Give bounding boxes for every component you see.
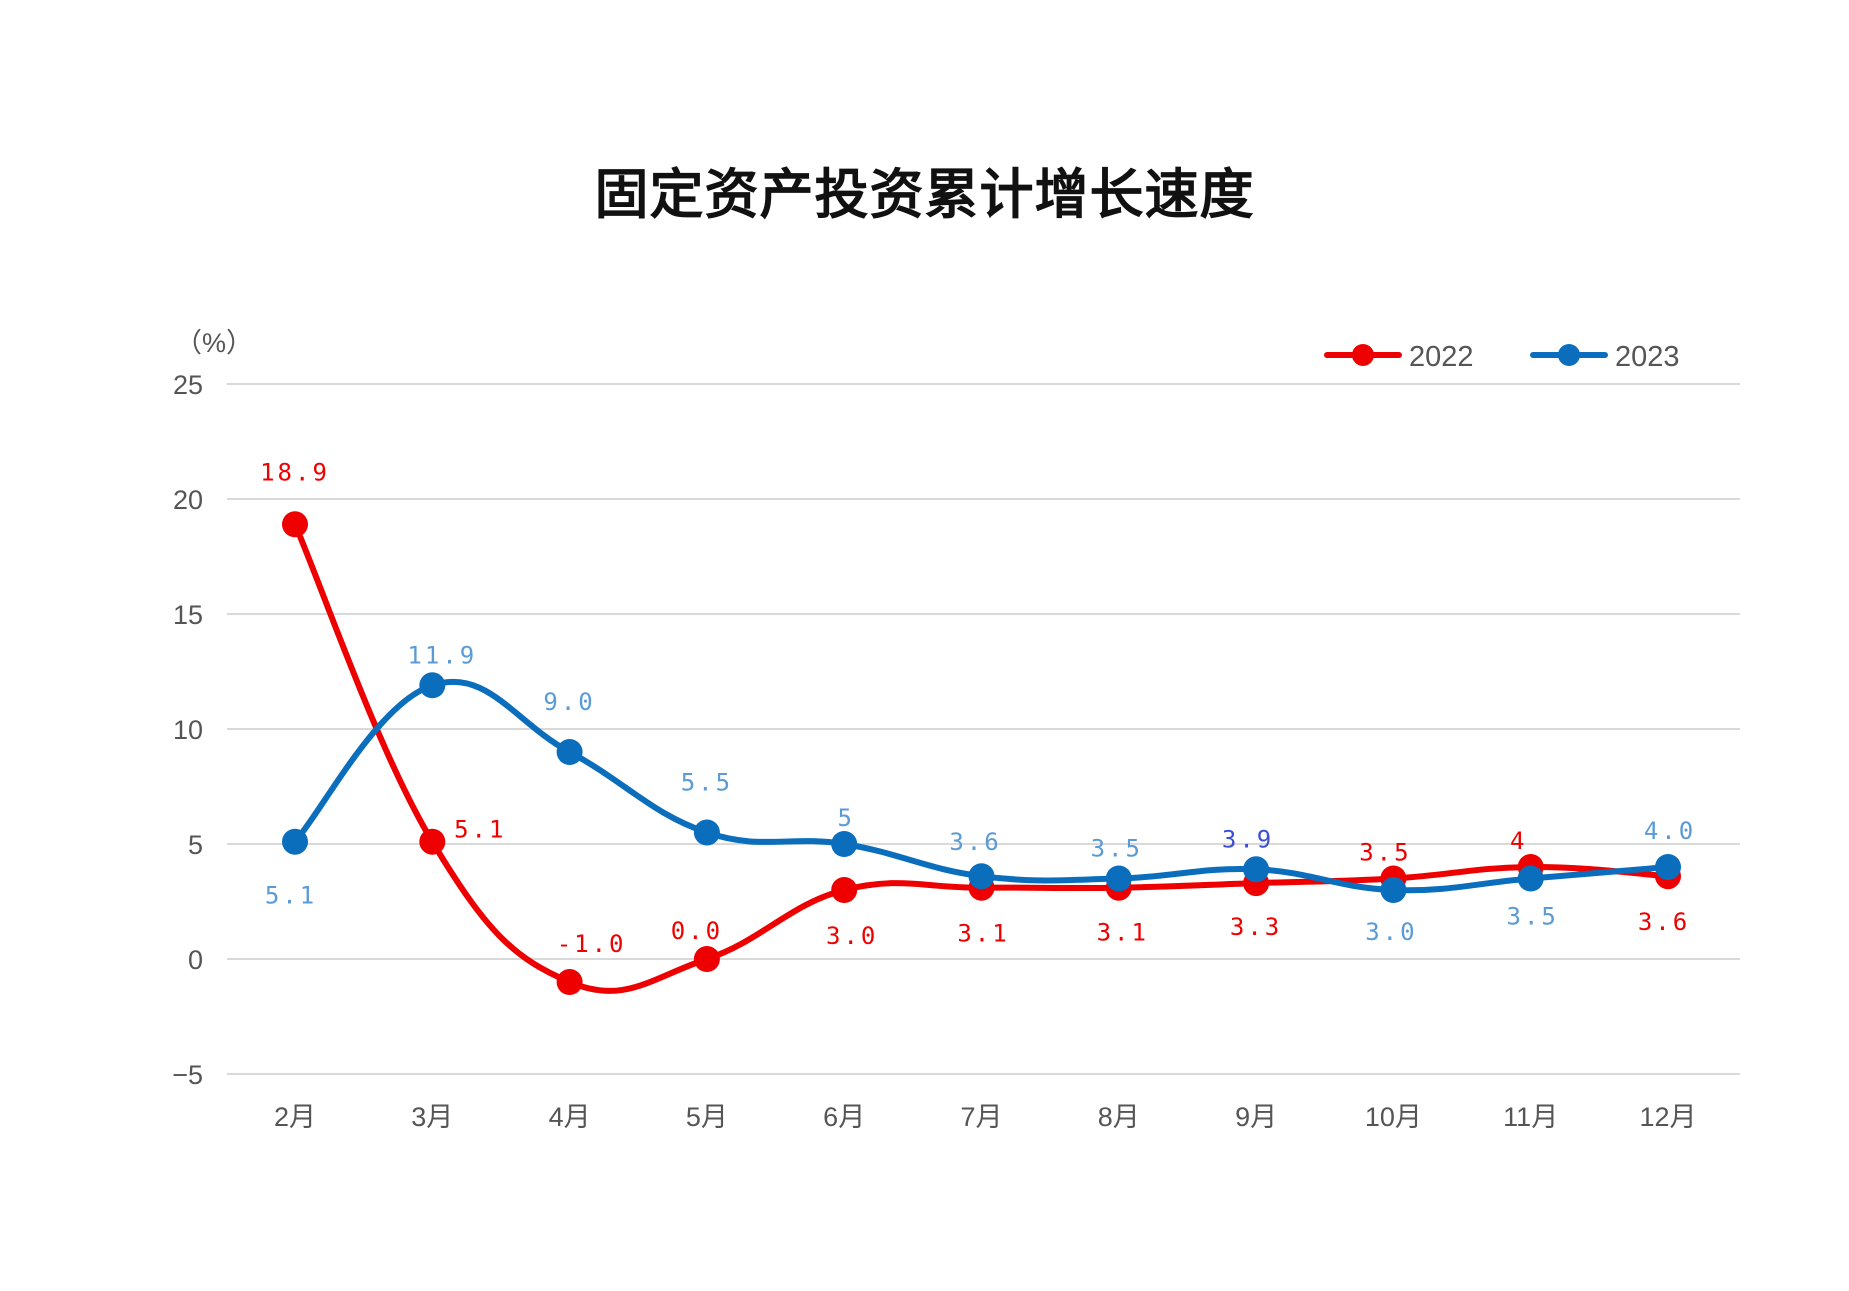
data-point bbox=[282, 828, 308, 855]
x-tick-label: 6月 bbox=[823, 1102, 865, 1132]
data-point bbox=[1655, 854, 1681, 880]
x-tick-label: 3月 bbox=[411, 1102, 453, 1132]
legend-item-2022: 2022 bbox=[1324, 341, 1474, 373]
data-label: 18.9 bbox=[260, 458, 330, 486]
data-label: 3.5 bbox=[1507, 903, 1559, 931]
data-label: -1.0 bbox=[557, 930, 627, 958]
data-point bbox=[1517, 865, 1544, 892]
y-tick-label: 15 bbox=[173, 600, 203, 630]
data-label: 5.5 bbox=[681, 769, 733, 797]
legend-label: 2022 bbox=[1409, 341, 1474, 373]
data-point bbox=[693, 819, 720, 846]
data-label: 5 bbox=[837, 804, 854, 832]
data-label: 3.3 bbox=[1230, 913, 1282, 941]
x-tick-label: 12月 bbox=[1639, 1102, 1696, 1132]
data-label: 3.5 bbox=[1091, 835, 1143, 863]
legend-marker bbox=[1352, 344, 1374, 366]
data-label: 4 bbox=[1510, 827, 1527, 855]
series-line-2022 bbox=[292, 521, 1671, 994]
data-label: 3.0 bbox=[826, 922, 878, 950]
data-point bbox=[831, 831, 858, 857]
data-point bbox=[556, 969, 583, 995]
data-label: 3.1 bbox=[1097, 919, 1149, 947]
y-tick-label: 25 bbox=[173, 370, 203, 400]
x-tick-label: 2月 bbox=[274, 1102, 316, 1132]
y-axis-unit-label: （%） bbox=[175, 328, 253, 358]
data-point bbox=[693, 946, 720, 972]
y-tick-label: 20 bbox=[173, 485, 203, 515]
series-2022: 18.9 5.1 -1.0 0.0 3.0 3.1 3.1 3.3 3.5 4 3.6 bbox=[260, 458, 1690, 995]
x-tick-label: 5月 bbox=[686, 1102, 728, 1132]
data-label: 3.6 bbox=[1638, 908, 1690, 936]
x-tick-label: 11月 bbox=[1503, 1102, 1558, 1132]
legend-marker bbox=[1558, 344, 1580, 366]
series-line-2023 bbox=[292, 678, 1671, 894]
data-point bbox=[1243, 856, 1270, 883]
data-label: 5.1 bbox=[454, 816, 506, 844]
data-label: 3.0 bbox=[1365, 918, 1417, 946]
data-label: 0.0 bbox=[671, 917, 723, 945]
data-point bbox=[1105, 865, 1132, 892]
data-point bbox=[556, 739, 583, 765]
data-label: 3.1 bbox=[957, 920, 1009, 948]
data-point bbox=[968, 863, 995, 890]
x-tick-label: 7月 bbox=[960, 1102, 1002, 1132]
legend-label: 2023 bbox=[1615, 341, 1680, 373]
data-label: 3.9 bbox=[1222, 825, 1274, 853]
chart-title: 固定资产投资累计增长速度 bbox=[594, 163, 1255, 226]
data-point bbox=[282, 511, 308, 538]
y-tick-label: 5 bbox=[188, 830, 203, 860]
data-label: 5.1 bbox=[265, 882, 317, 910]
x-tick-label: 10月 bbox=[1365, 1102, 1422, 1132]
x-tick-label: 8月 bbox=[1098, 1102, 1140, 1132]
legend-item-2023: 2023 bbox=[1530, 341, 1680, 373]
data-point bbox=[1380, 877, 1407, 903]
y-tick-label: 10 bbox=[173, 715, 203, 745]
x-tick-label: 9月 bbox=[1235, 1102, 1277, 1132]
data-point bbox=[831, 877, 858, 903]
data-label: 3.5 bbox=[1359, 839, 1411, 867]
data-point bbox=[419, 672, 446, 699]
data-point bbox=[419, 828, 446, 855]
series-2023: 5.1 11.9 9.0 5.5 5 3.6 3.5 3.9 3.0 3.5 4.0 bbox=[265, 641, 1696, 946]
data-label: 9.0 bbox=[543, 688, 595, 716]
data-label: 3.6 bbox=[949, 828, 1001, 856]
y-tick-label: −5 bbox=[172, 1060, 203, 1090]
data-label: 11.9 bbox=[407, 641, 477, 669]
y-tick-label: 0 bbox=[188, 945, 203, 975]
x-tick-label: 4月 bbox=[549, 1102, 591, 1132]
data-label: 4.0 bbox=[1644, 817, 1696, 845]
